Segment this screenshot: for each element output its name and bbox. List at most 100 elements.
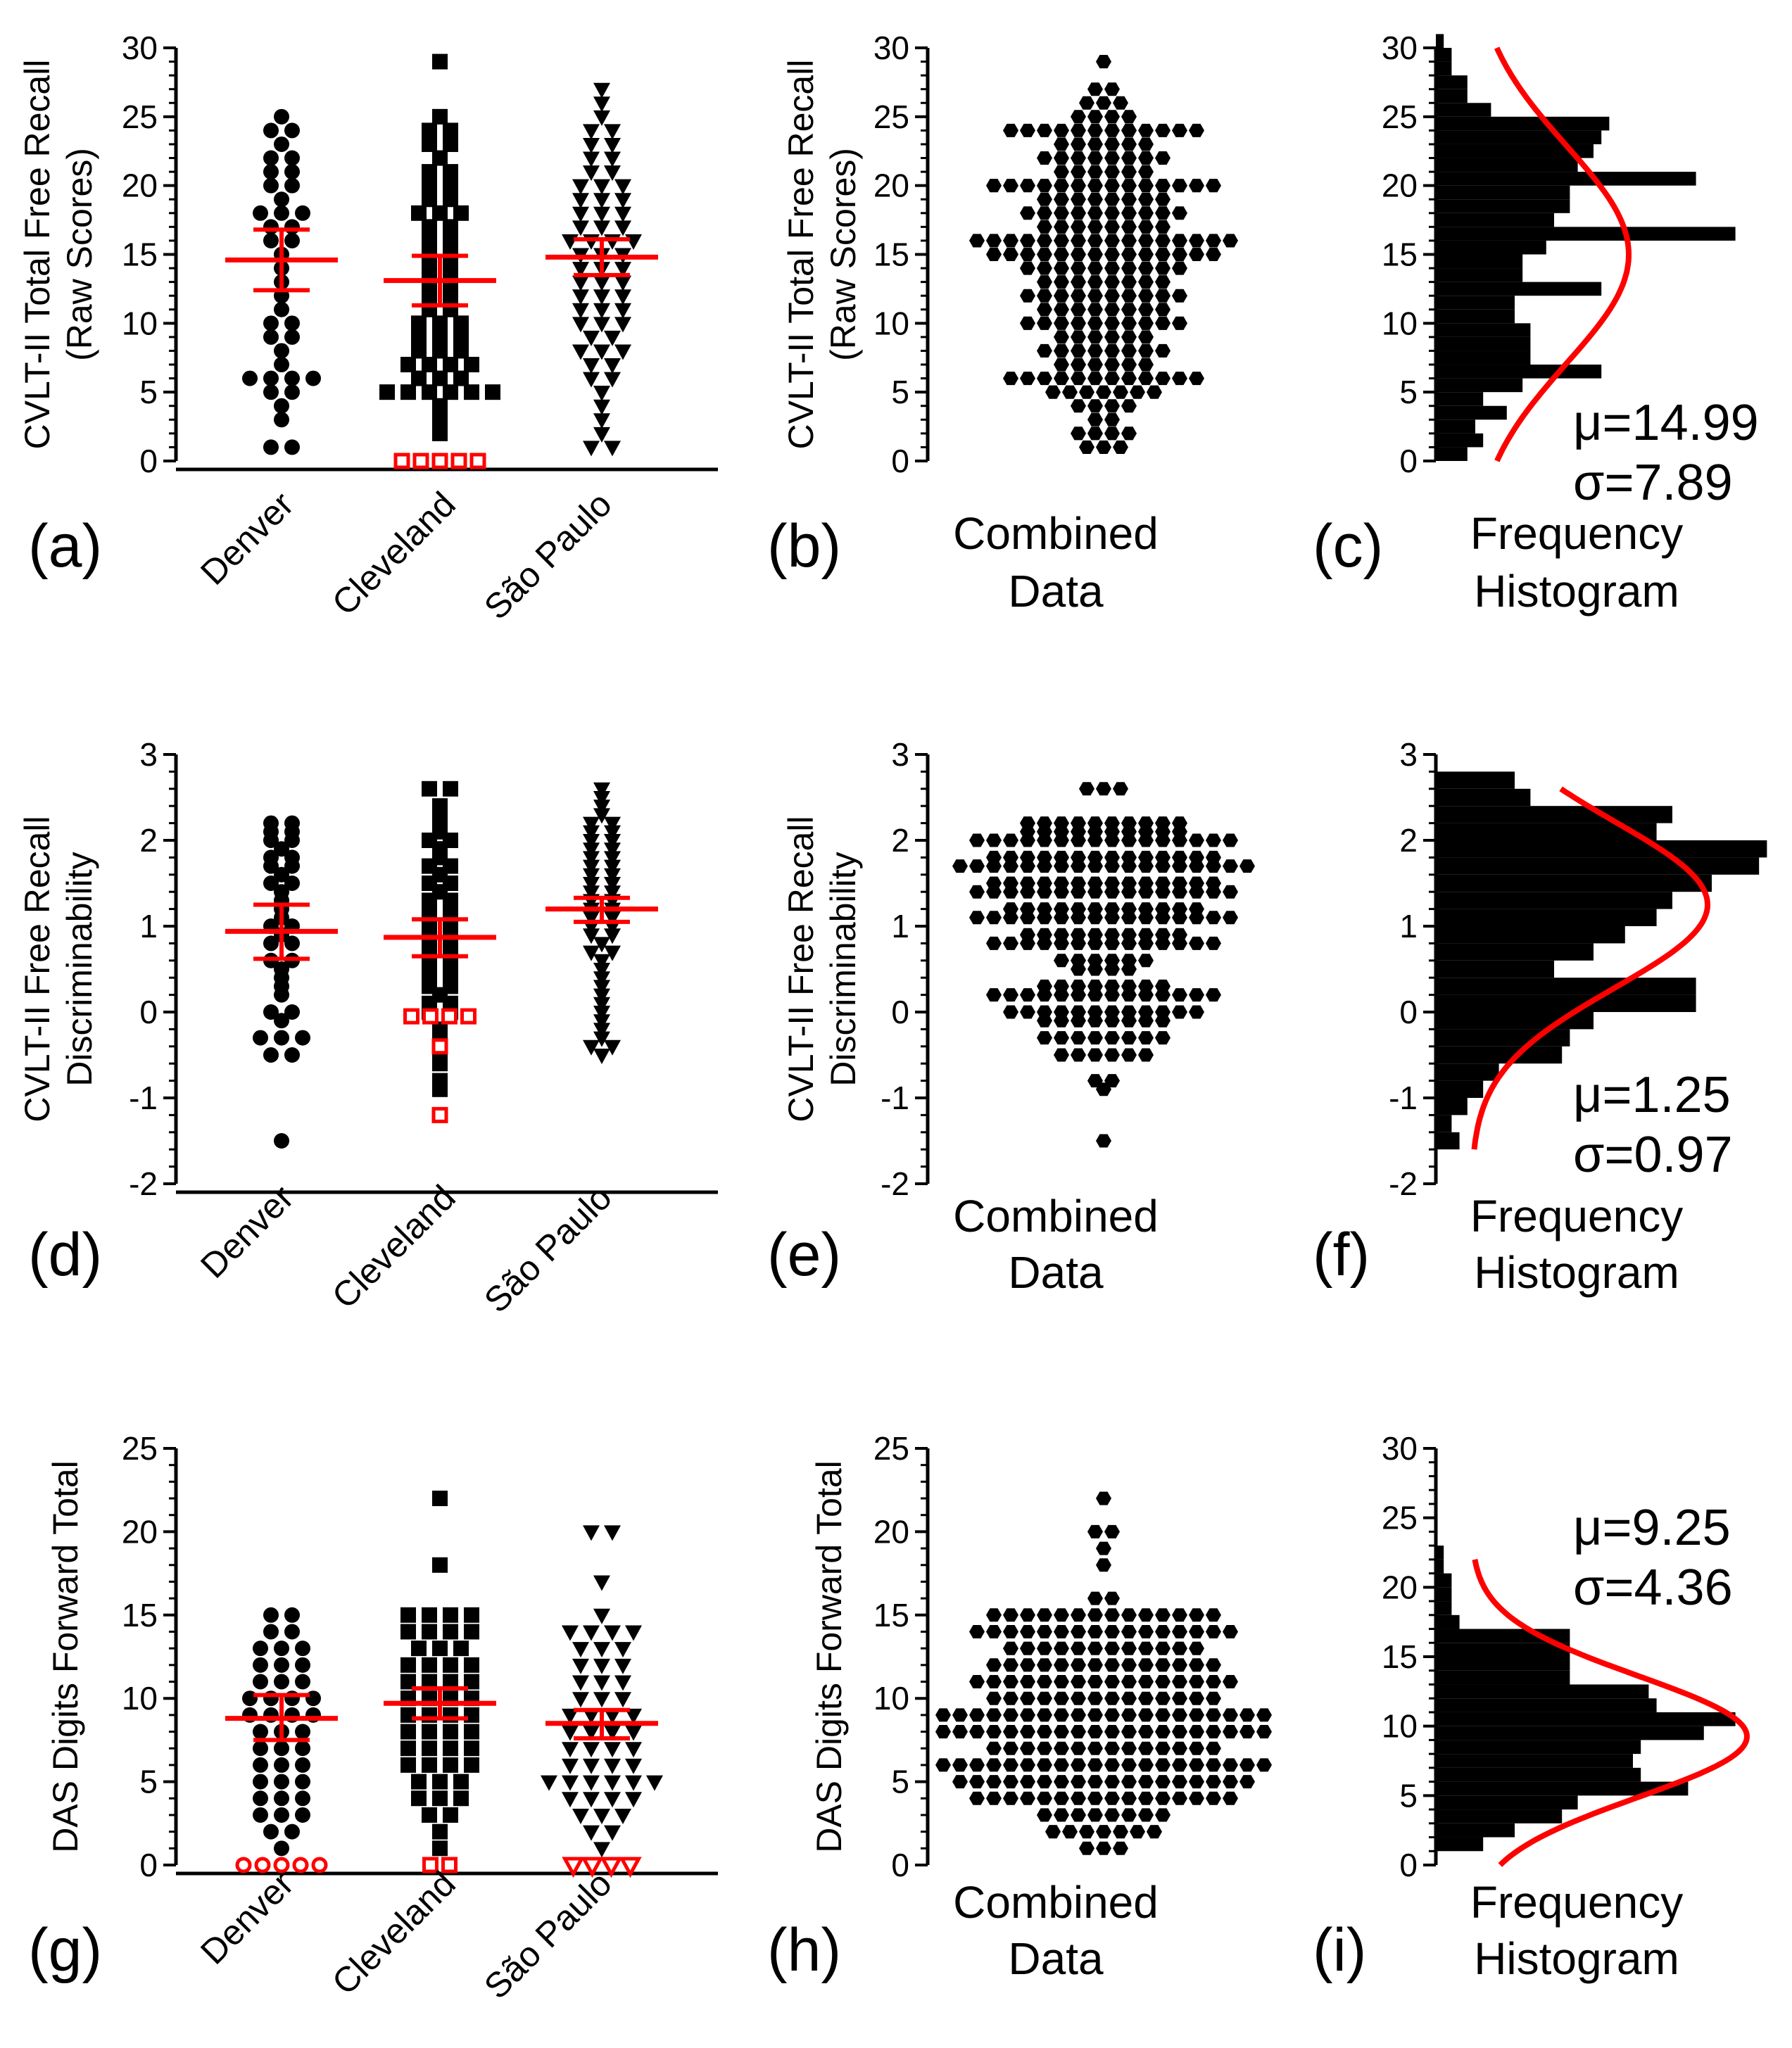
y-tick-label: 0 [891, 994, 909, 1030]
data-point [593, 1842, 610, 1858]
data-point [1003, 936, 1018, 950]
panel-label: (d) [28, 1221, 102, 1289]
histogram-bar [1436, 1781, 1689, 1796]
data-point [1087, 1658, 1103, 1672]
data-point [1172, 1005, 1187, 1019]
data-point [1138, 1658, 1154, 1672]
data-point [1138, 137, 1154, 151]
data-point [1087, 343, 1103, 358]
histogram-bar [1436, 771, 1515, 789]
data-point [1189, 850, 1204, 864]
data-point [253, 1657, 268, 1673]
data-point [1071, 1031, 1086, 1045]
data-point [443, 1674, 458, 1690]
histogram-bar [1436, 1670, 1570, 1685]
panel-b: 0 5 10 15 20 25 30 CVLT-II Total Free Recall (Ra… [767, 30, 1238, 617]
data-point [1138, 1625, 1154, 1638]
data-point [1104, 192, 1120, 206]
y-tick-label: 10 [1382, 1708, 1418, 1745]
data-point [1189, 179, 1204, 193]
data-point [263, 876, 279, 891]
data-point [986, 911, 1002, 925]
data-point [1155, 979, 1171, 993]
data-point [284, 177, 300, 194]
data-point [1054, 902, 1069, 916]
data-point [1239, 1775, 1255, 1789]
data-point [1155, 1641, 1171, 1655]
data-point [1071, 928, 1086, 942]
data-point [1037, 1658, 1052, 1672]
y-axis-label: CVLT-II Total Free Recall [18, 60, 57, 450]
histogram-bar [1436, 254, 1523, 269]
data-point [253, 1641, 268, 1657]
data-point [443, 780, 458, 797]
data-point [1071, 1675, 1086, 1688]
y-tick-label: 3 [891, 736, 909, 773]
data-point [422, 136, 437, 152]
data-point [1104, 954, 1120, 968]
data-point [1037, 1775, 1052, 1789]
data-point [1121, 954, 1137, 968]
data-point [1071, 979, 1086, 993]
panel-label: (h) [767, 1916, 841, 1984]
data-point [432, 1557, 448, 1573]
data-point [952, 859, 968, 873]
y-tick-label: 25 [873, 1430, 909, 1467]
data-point [1087, 165, 1103, 179]
data-point [1054, 123, 1069, 137]
histogram-bar [1436, 405, 1507, 420]
data-point [583, 1825, 600, 1841]
data-point [583, 825, 600, 841]
data-point [1172, 261, 1187, 275]
data-point [1189, 372, 1204, 386]
data-point [1087, 289, 1103, 303]
data-point [1054, 330, 1069, 344]
data-point [1087, 1791, 1103, 1805]
data-point [1054, 137, 1069, 151]
histogram-bar [1436, 926, 1625, 944]
data-point [1155, 1625, 1171, 1638]
data-point [593, 799, 610, 816]
data-point [572, 1808, 589, 1824]
data-point [1155, 179, 1171, 193]
data-point [295, 1674, 310, 1690]
caption-line: Data [1008, 566, 1104, 617]
data-point [1079, 1825, 1094, 1839]
histogram-bar [1436, 874, 1712, 892]
data-point [1096, 55, 1111, 69]
data-point [1104, 902, 1120, 916]
data-point [1189, 1741, 1204, 1755]
data-point [1189, 248, 1204, 261]
data-point [443, 177, 458, 194]
data-point [1087, 206, 1103, 220]
data-point [1087, 316, 1103, 330]
data-point [614, 262, 631, 278]
data-point [253, 1807, 268, 1823]
data-point [422, 1740, 437, 1757]
y-tick-label: 25 [873, 99, 909, 135]
data-point [411, 1790, 427, 1807]
data-point [411, 1774, 427, 1790]
data-point [1087, 1691, 1103, 1705]
data-point [1054, 343, 1069, 358]
panel-label: (b) [767, 512, 841, 580]
data-point [1172, 1658, 1187, 1672]
data-point [969, 1708, 985, 1722]
data-point [1206, 833, 1221, 847]
data-point [986, 936, 1002, 950]
y-axis-label: Discriminability [824, 852, 863, 1086]
data-point [284, 849, 300, 866]
data-point [284, 150, 300, 166]
data-point [1138, 954, 1154, 968]
data-point [443, 1724, 458, 1740]
data-point [1003, 372, 1018, 386]
data-point [253, 1674, 268, 1690]
data-point [583, 928, 600, 944]
data-point [625, 1758, 642, 1774]
data-point [1121, 179, 1137, 193]
y-axis-label: DAS Digits Forward Total [46, 1460, 85, 1853]
data-point [1223, 1775, 1238, 1789]
highlight-point [619, 1857, 642, 1878]
histogram-bar [1436, 130, 1602, 144]
y-tick-label: 20 [873, 1513, 909, 1550]
